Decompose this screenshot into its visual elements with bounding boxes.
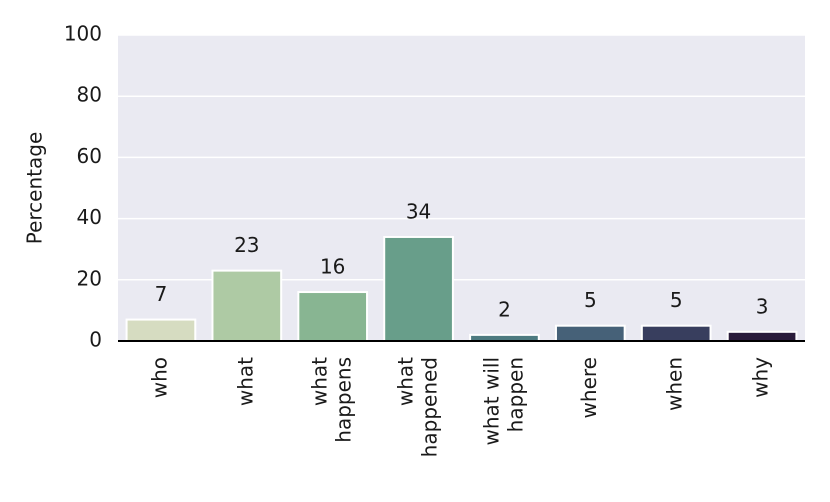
bar [125,318,197,342]
x-tick-label: what willhappen [479,357,527,446]
value-label: 16 [320,255,345,279]
y-tick-label: 0 [89,328,102,352]
value-label: 3 [756,294,769,318]
bar [297,291,369,343]
y-tick-label: 60 [77,144,102,168]
value-label: 5 [584,288,597,312]
value-label: 2 [498,297,511,321]
value-label: 7 [155,282,168,306]
x-tick-label: where [577,357,601,418]
bar [211,269,283,342]
bar [640,324,712,343]
x-tick-label: whathappened [393,357,441,457]
x-tick-label: who [147,357,171,398]
y-tick-label: 100 [64,22,102,46]
value-label: 5 [670,288,683,312]
bar [383,235,454,343]
y-tick-label: 20 [77,266,102,290]
bar [554,324,626,343]
value-label: 34 [406,199,431,223]
value-label: 23 [234,233,259,257]
x-tick-label: when [663,357,687,411]
y-tick-label: 40 [77,205,102,229]
y-axis-label: Percentage [23,132,47,245]
x-tick-label: what [233,357,257,406]
x-tick-label: why [749,357,773,398]
x-tick-label: whathappens [307,357,355,443]
bar [726,330,798,343]
y-tick-label: 80 [77,83,102,107]
